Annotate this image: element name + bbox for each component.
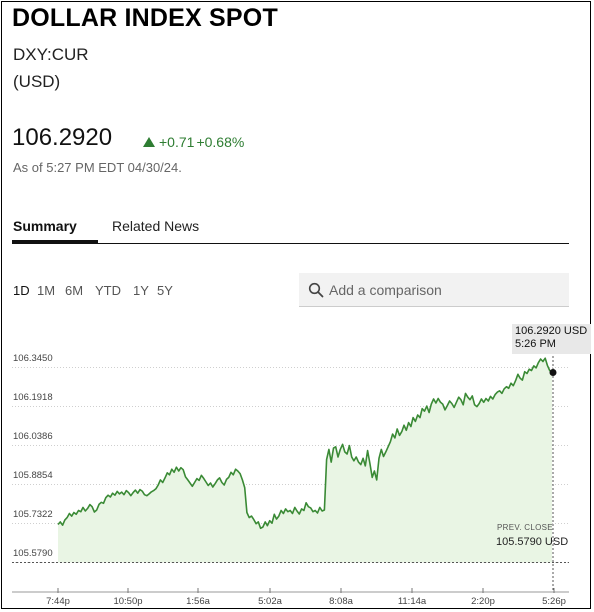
x-tick-label: 2:20p: [471, 596, 495, 607]
as-of-timestamp: As of 5:27 PM EDT 04/30/24.: [13, 160, 182, 175]
x-tick-label: 5:26p: [542, 596, 566, 607]
y-tick-label: 105.5790: [13, 548, 53, 559]
x-tick-label: 8:08a: [329, 596, 353, 607]
x-tick-label: 11:14a: [397, 596, 427, 607]
triangle-up-icon: [143, 137, 155, 147]
price-area-fill: [58, 358, 552, 563]
y-tick-label: 106.3450: [13, 353, 53, 364]
tab-related-news[interactable]: Related News: [112, 218, 200, 234]
tab-summary[interactable]: Summary: [12, 218, 98, 243]
period-ytd[interactable]: YTD: [95, 283, 121, 298]
page-title: DOLLAR INDEX SPOT: [12, 4, 278, 32]
search-icon: [308, 282, 324, 297]
x-axis-ticks: [12, 588, 569, 593]
comparison-placeholder: Add a comparison: [329, 281, 442, 298]
prev-close-value: 105.5790 USD: [496, 536, 569, 548]
tab-bar: Summary Related News: [12, 218, 569, 244]
change-percent: +0.68%: [196, 134, 245, 150]
y-tick-label: 105.8854: [13, 470, 53, 481]
x-tick-label: 7:44p: [46, 596, 70, 607]
y-tick-label: 106.0386: [13, 431, 53, 442]
last-price-tag: 106.2920 USD 5:26 PM: [512, 324, 591, 354]
comparison-search[interactable]: Add a comparison: [299, 273, 569, 307]
x-tick-label: 1:56a: [186, 596, 210, 607]
ticker-symbol: DXY:CUR: [13, 45, 89, 64]
current-price: 106.2920: [12, 124, 113, 151]
period-1m[interactable]: 1M: [37, 283, 56, 298]
last-price-value: 106.2920 USD: [515, 325, 588, 337]
y-tick-label: 106.1918: [13, 392, 53, 403]
currency-label: (USD): [13, 72, 61, 91]
price-change: +0.71 +0.68%: [143, 134, 244, 150]
x-tick-label: 5:02a: [258, 596, 282, 607]
change-value: +0.71: [159, 134, 195, 150]
period-5y[interactable]: 5Y: [157, 283, 173, 298]
period-6m[interactable]: 6M: [65, 283, 84, 298]
period-1d[interactable]: 1D: [13, 283, 30, 298]
last-price-marker: [549, 368, 557, 376]
y-tick-label: 105.7322: [13, 509, 53, 520]
x-tick-label: 10:50p: [113, 596, 143, 607]
prev-close-label: PREV. CLOSE: [497, 523, 553, 532]
price-line: [57, 357, 553, 530]
period-1y[interactable]: 1Y: [133, 283, 149, 298]
last-price-time: 5:26 PM: [515, 338, 556, 350]
